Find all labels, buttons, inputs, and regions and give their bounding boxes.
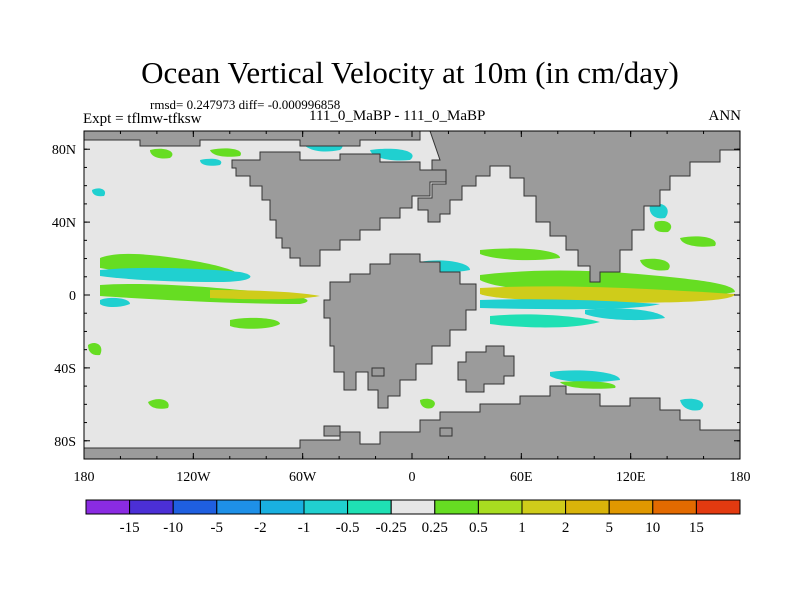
contour-patch — [200, 158, 222, 166]
colorbar-label: 10 — [645, 520, 660, 536]
land-arctic — [83, 130, 421, 147]
land-island — [323, 425, 341, 437]
colorbar-swatch — [434, 499, 479, 515]
land-south-america — [323, 253, 477, 409]
lon-tick-label: 60W — [289, 470, 317, 485]
colorbar-swatch — [521, 499, 567, 515]
colorbar-swatch — [608, 499, 654, 515]
colorbar-swatch — [216, 499, 261, 515]
experiment-label: Expt = tflmw-tfksw — [83, 111, 202, 127]
contour-patch — [585, 308, 665, 321]
contour-patch — [210, 290, 320, 300]
colorbar-labels: -15 -10 -5 -2 -1 -0.5 -0.25 0.25 0.5 1 2 5 10 15 — [120, 520, 704, 536]
lon-tick-label: 180 — [730, 470, 751, 485]
colorbar-swatch — [347, 499, 392, 515]
contour-patch — [480, 248, 560, 261]
contour-patch — [150, 148, 173, 159]
lat-tick-label: 80S — [54, 435, 76, 450]
colorbar — [85, 499, 741, 515]
contour-patch — [640, 258, 670, 271]
case-label: 111_0_MaBP - 111_0_MaBP — [309, 108, 486, 124]
colorbar-swatch — [477, 499, 523, 515]
colorbar-swatch — [85, 499, 131, 515]
colorbar-swatch — [695, 499, 741, 515]
lon-tick-label: 120E — [616, 470, 646, 485]
contour-patch — [92, 188, 106, 197]
contour-patch — [100, 297, 130, 307]
land-australia — [457, 345, 515, 393]
colorbar-swatch — [259, 499, 305, 515]
colorbar-label: 5 — [605, 520, 613, 536]
contour-patch — [490, 314, 600, 328]
contour-patch — [88, 343, 102, 356]
season-label: ANN — [708, 108, 742, 124]
map-title: Ocean Vertical Velocity at 10m (in cm/da… — [141, 55, 679, 90]
lat-tick-label: 40S — [54, 362, 76, 377]
colorbar-swatch — [390, 499, 436, 515]
colorbar-swatch — [565, 499, 610, 515]
contour-patch — [230, 317, 280, 329]
land-island — [371, 367, 385, 377]
colorbar-label: -1 — [298, 520, 311, 536]
lon-tick-label: 0 — [409, 470, 416, 485]
colorbar-swatch — [172, 499, 218, 515]
longitude-ticks: 180 120W 60W 0 60E 120E 180 — [74, 131, 751, 485]
colorbar-label: -2 — [254, 520, 267, 536]
land-masses — [83, 130, 741, 460]
latitude-ticks: 80N 40N 0 40S 80S — [52, 130, 740, 460]
land-north-america — [231, 151, 449, 267]
colorbar-label: 0.25 — [422, 520, 448, 536]
contour-patch — [370, 148, 413, 161]
contour-patch — [680, 236, 716, 247]
lon-tick-label: 180 — [74, 470, 95, 485]
colorbar-label: -10 — [163, 520, 183, 536]
lat-tick-label: 40N — [52, 216, 76, 231]
colorbar-label: -0.5 — [336, 520, 360, 536]
colorbar-swatch — [652, 499, 697, 515]
colorbar-label: 0.5 — [469, 520, 488, 536]
contour-patch — [148, 399, 169, 409]
lat-tick-label: 80N — [52, 143, 76, 158]
colorbar-label: -15 — [120, 520, 140, 536]
contour-patch — [649, 203, 668, 219]
contour-patch — [100, 267, 251, 282]
rmsd-diff-stats: rmsd= 0.247973 diff= -0.000996858 — [150, 97, 341, 112]
contour-patch — [480, 299, 660, 310]
contour-patch — [560, 381, 616, 389]
colorbar-label: -0.25 — [376, 520, 407, 536]
lon-tick-label: 60E — [510, 470, 533, 485]
colorbar-swatch — [303, 499, 349, 515]
colorbar-label: -5 — [211, 520, 224, 536]
colorbar-label: 1 — [518, 520, 526, 536]
lat-tick-label: 0 — [69, 289, 76, 304]
land-eurasia — [417, 130, 741, 283]
contour-patch — [210, 148, 241, 157]
contour-patch — [420, 398, 435, 409]
contour-patch — [480, 286, 735, 303]
colorbar-label: 2 — [562, 520, 570, 536]
land-island — [439, 427, 453, 437]
colorbar-label: 15 — [689, 520, 704, 536]
contour-patch — [654, 220, 672, 233]
land-antarctica — [83, 385, 741, 460]
contour-patch — [550, 370, 620, 383]
contour-patch — [680, 398, 704, 411]
colorbar-swatch — [129, 499, 174, 515]
lon-tick-label: 120W — [176, 470, 211, 485]
